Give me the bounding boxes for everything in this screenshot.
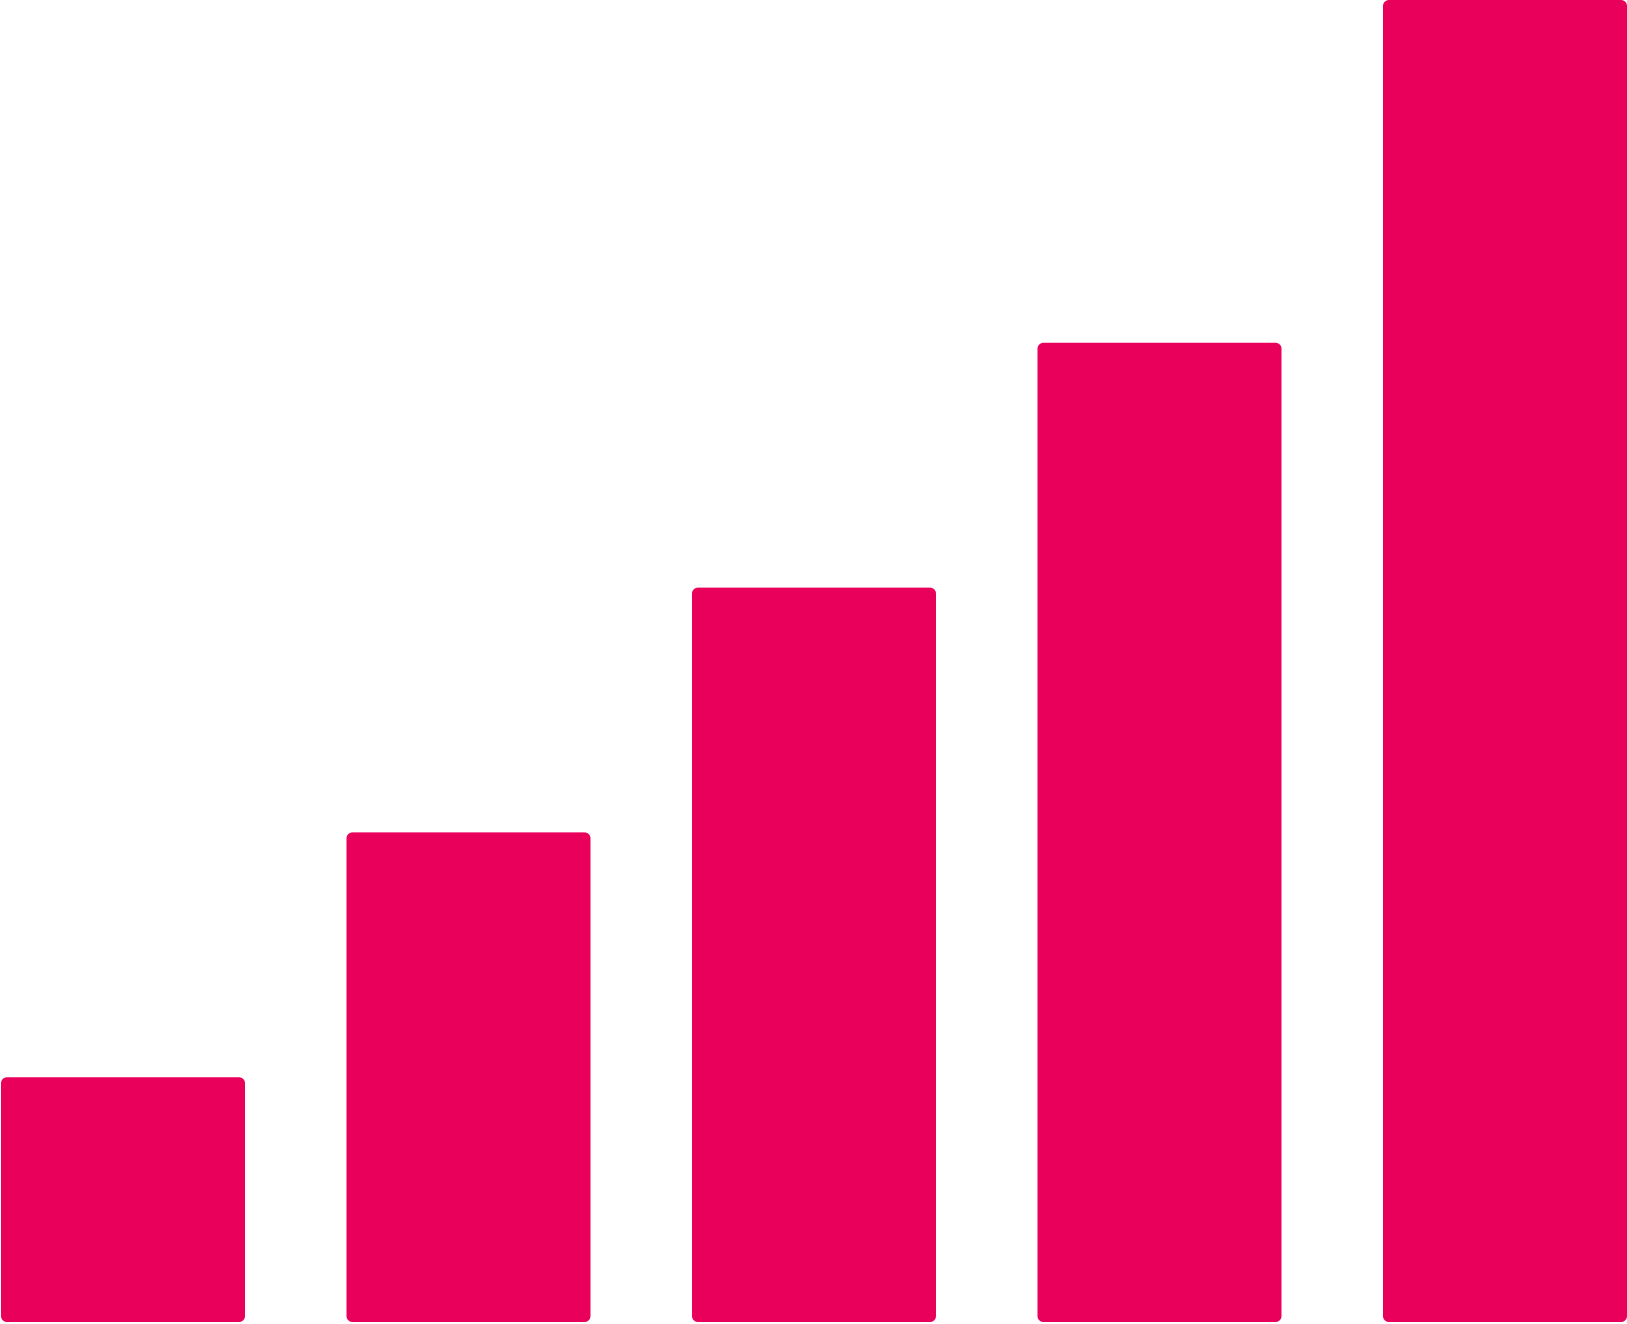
bar-3 (692, 587, 936, 1322)
bar-5 (1383, 0, 1627, 1322)
bar-4 (1037, 342, 1282, 1322)
bar-2 (346, 832, 591, 1322)
bar-1 (1, 1077, 245, 1322)
